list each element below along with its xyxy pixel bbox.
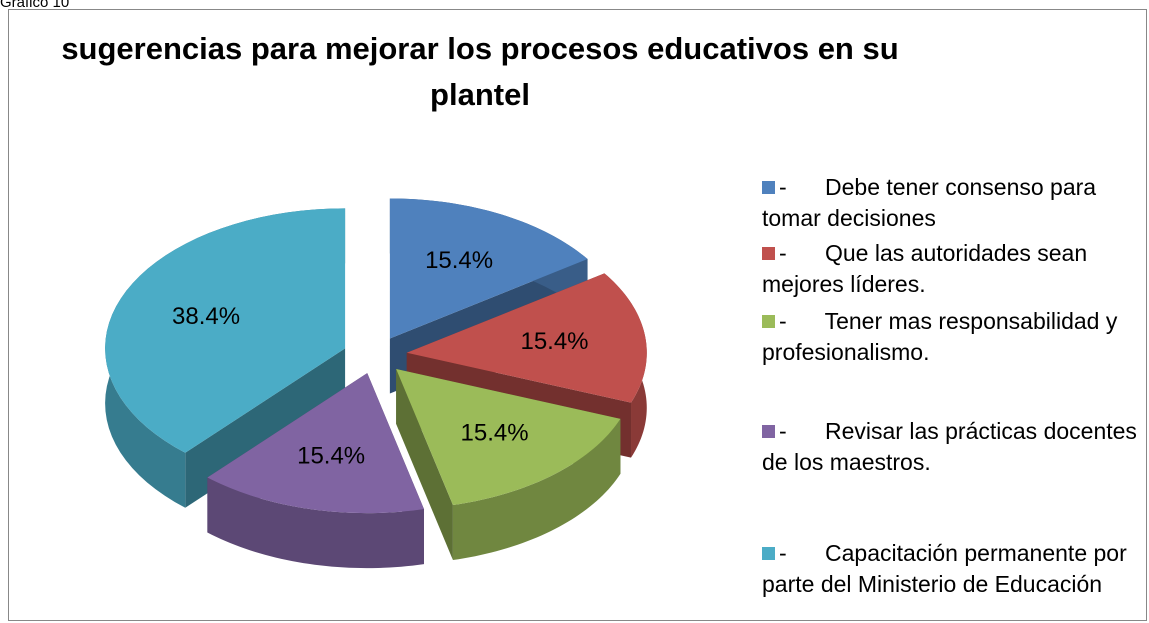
data-label: 15.4%: [461, 419, 529, 446]
legend-swatch: [762, 247, 775, 260]
legend-item: - Revisar las prácticas docentes de los …: [762, 416, 1144, 478]
slice: [105, 208, 346, 453]
chart-title: sugerencias para mejorar los procesos ed…: [61, 31, 899, 112]
legend-label: - Revisar las prácticas docentes de los …: [762, 418, 1144, 475]
legend-swatch: [762, 425, 775, 438]
slice-edge: [207, 477, 424, 569]
legend-label: - Que las autoridades sean mejores líder…: [762, 240, 1094, 297]
slice: [396, 369, 621, 506]
legend-swatch: [762, 181, 775, 194]
slice: [389, 198, 588, 339]
data-label: 15.4%: [297, 443, 365, 470]
legend-swatch: [762, 315, 775, 328]
slice-edge: [452, 418, 621, 561]
chart-frame: [8, 9, 1147, 621]
slice: [406, 273, 647, 403]
legend-swatch: [762, 547, 775, 560]
caption: Gráfico 10: [0, 0, 70, 11]
legend-label: - Tener mas responsabilidad y profesiona…: [762, 308, 1124, 365]
legend-item: - Que las autoridades sean mejores líder…: [762, 238, 1144, 300]
data-label: 38.4%: [172, 303, 240, 330]
legend-item: - Tener mas responsabilidad y profesiona…: [762, 306, 1144, 368]
legend-item: - Capacitación permanente por parte del …: [762, 538, 1144, 600]
data-label: 15.4%: [425, 247, 493, 274]
slice-side: [396, 369, 453, 561]
legend-label: - Debe tener consenso para tomar decisio…: [762, 174, 1103, 231]
data-label: 15.4%: [520, 328, 588, 355]
legend-item: - Debe tener consenso para tomar decisio…: [762, 172, 1144, 234]
slice: [207, 373, 424, 514]
legend-label: - Capacitación permanente por parte del …: [762, 540, 1134, 597]
